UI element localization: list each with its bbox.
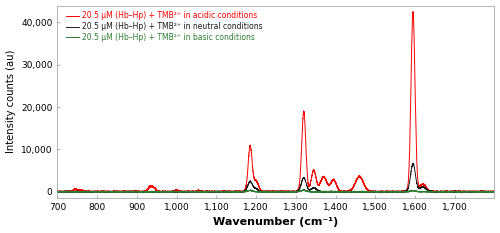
20.5 μM (Hb–Hp) + TMB²⁺ in basic conditions [378, 190, 384, 193]
20.5 μM (Hb–Hp) + TMB²⁺ in basic conditions [402, 190, 408, 193]
Line: 20.5 μM (Hb–Hp) + TMB²⁺ in acidic conditions: 20.5 μM (Hb–Hp) + TMB²⁺ in acidic condit… [58, 11, 494, 193]
Legend: 20.5 μM (Hb–Hp) + TMB²⁺ in acidic conditions, 20.5 μM (Hb–Hp) + TMB²⁺ in neutral: 20.5 μM (Hb–Hp) + TMB²⁺ in acidic condit… [66, 11, 263, 42]
20.5 μM (Hb–Hp) + TMB²⁺ in neutral conditions [54, 190, 60, 193]
Line: 20.5 μM (Hb–Hp) + TMB²⁺ in basic conditions: 20.5 μM (Hb–Hp) + TMB²⁺ in basic conditi… [58, 190, 494, 192]
20.5 μM (Hb–Hp) + TMB²⁺ in basic conditions [248, 188, 254, 191]
20.5 μM (Hb–Hp) + TMB²⁺ in neutral conditions [402, 190, 408, 193]
20.5 μM (Hb–Hp) + TMB²⁺ in acidic conditions [378, 190, 384, 193]
20.5 μM (Hb–Hp) + TMB²⁺ in acidic conditions [54, 190, 60, 192]
20.5 μM (Hb–Hp) + TMB²⁺ in acidic conditions [76, 189, 82, 192]
20.5 μM (Hb–Hp) + TMB²⁺ in neutral conditions [76, 190, 82, 193]
20.5 μM (Hb–Hp) + TMB²⁺ in neutral conditions [410, 162, 416, 164]
20.5 μM (Hb–Hp) + TMB²⁺ in neutral conditions [378, 190, 384, 193]
20.5 μM (Hb–Hp) + TMB²⁺ in neutral conditions [366, 191, 372, 194]
20.5 μM (Hb–Hp) + TMB²⁺ in acidic conditions [459, 192, 465, 194]
20.5 μM (Hb–Hp) + TMB²⁺ in acidic conditions [212, 190, 218, 193]
Line: 20.5 μM (Hb–Hp) + TMB²⁺ in neutral conditions: 20.5 μM (Hb–Hp) + TMB²⁺ in neutral condi… [58, 163, 494, 192]
20.5 μM (Hb–Hp) + TMB²⁺ in neutral conditions [492, 190, 498, 193]
20.5 μM (Hb–Hp) + TMB²⁺ in neutral conditions [332, 190, 338, 193]
20.5 μM (Hb–Hp) + TMB²⁺ in basic conditions [332, 190, 338, 193]
20.5 μM (Hb–Hp) + TMB²⁺ in acidic conditions [410, 10, 416, 13]
Y-axis label: Intensity counts (au): Intensity counts (au) [6, 50, 16, 154]
20.5 μM (Hb–Hp) + TMB²⁺ in basic conditions [442, 191, 448, 194]
X-axis label: Wavenumber (cm⁻¹): Wavenumber (cm⁻¹) [214, 217, 338, 227]
20.5 μM (Hb–Hp) + TMB²⁺ in acidic conditions [332, 180, 338, 183]
20.5 μM (Hb–Hp) + TMB²⁺ in acidic conditions [313, 176, 319, 179]
20.5 μM (Hb–Hp) + TMB²⁺ in acidic conditions [492, 190, 498, 193]
20.5 μM (Hb–Hp) + TMB²⁺ in neutral conditions [212, 190, 218, 193]
20.5 μM (Hb–Hp) + TMB²⁺ in basic conditions [212, 190, 218, 193]
20.5 μM (Hb–Hp) + TMB²⁺ in acidic conditions [402, 191, 407, 193]
20.5 μM (Hb–Hp) + TMB²⁺ in basic conditions [313, 190, 319, 193]
20.5 μM (Hb–Hp) + TMB²⁺ in basic conditions [76, 190, 82, 193]
20.5 μM (Hb–Hp) + TMB²⁺ in basic conditions [492, 191, 498, 193]
20.5 μM (Hb–Hp) + TMB²⁺ in basic conditions [54, 190, 60, 193]
20.5 μM (Hb–Hp) + TMB²⁺ in neutral conditions [313, 188, 319, 191]
